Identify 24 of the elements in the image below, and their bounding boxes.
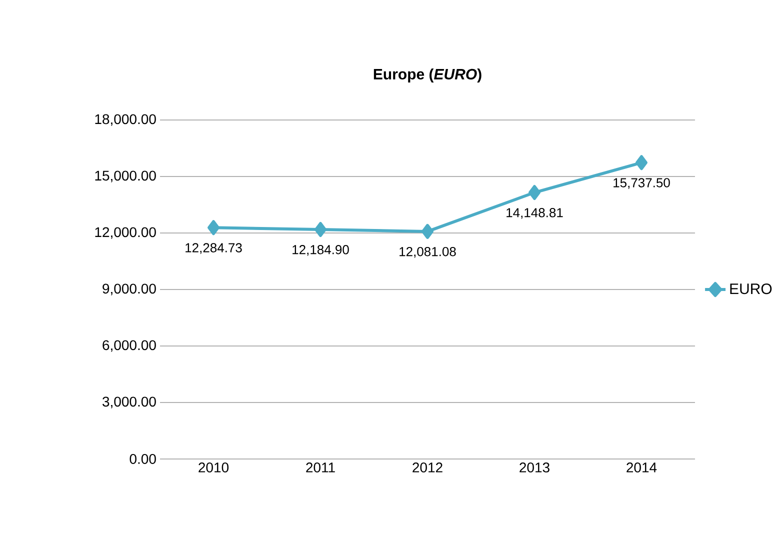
data-label: 12,184.90 bbox=[292, 245, 349, 256]
y-tick-label: 12,000.00 bbox=[95, 227, 156, 239]
y-tick-label: 3,000.00 bbox=[102, 396, 156, 408]
y-tick-label: 15,000.00 bbox=[95, 170, 156, 182]
x-tick-label: 2011 bbox=[306, 462, 335, 472]
point bbox=[208, 220, 220, 236]
y-tick-label: 0.00 bbox=[130, 454, 156, 464]
y-tick-label: 18,000.00 bbox=[95, 114, 156, 126]
data-label: 14,148.81 bbox=[506, 208, 563, 219]
x-tick-label: 2013 bbox=[520, 462, 550, 472]
data-label: 12,284.73 bbox=[186, 243, 242, 254]
x-tick-label: 2010 bbox=[198, 462, 229, 472]
point bbox=[528, 185, 540, 200]
point bbox=[314, 222, 327, 238]
y-tick-label: 6,000.00 bbox=[102, 340, 156, 352]
chart-title: Europe (EURO) bbox=[374, 68, 482, 82]
point bbox=[422, 224, 434, 239]
data-label: 12,081.08 bbox=[400, 246, 456, 258]
legend-label: EURO bbox=[730, 284, 772, 294]
x-tick-label: 2014 bbox=[626, 462, 657, 472]
x-tick-label: 2012 bbox=[412, 462, 442, 472]
data-label: 15,737.50 bbox=[614, 178, 670, 189]
y-tick-label: 9,000.00 bbox=[102, 284, 156, 296]
point bbox=[636, 155, 648, 170]
